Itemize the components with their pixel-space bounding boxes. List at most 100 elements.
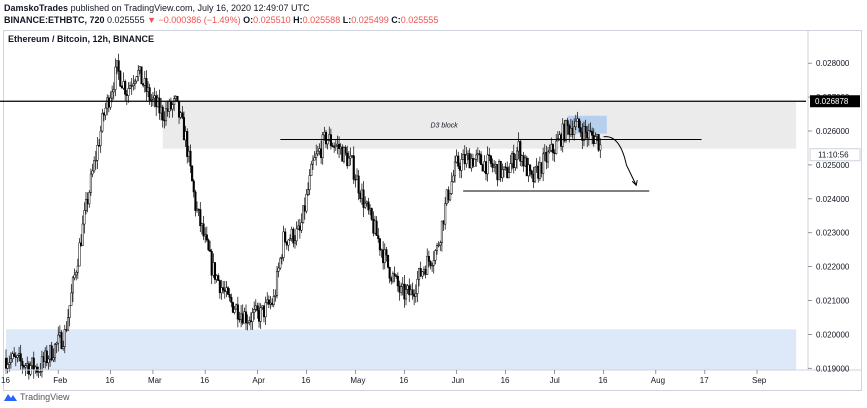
candle-body [24,365,27,368]
candle-body [40,356,43,372]
candle-body [212,262,215,276]
price-change: ▼ −0.000386 (−1.49%) [147,15,241,25]
candle-body [535,165,538,168]
candle-body [359,192,362,199]
candle-body [496,164,499,181]
candle-body [546,151,550,163]
candle-body [91,170,94,175]
candle-body [351,155,354,157]
x-tick-label: 17 [700,376,709,385]
candle-body [383,249,386,264]
candle-body [112,89,115,93]
candle-body [84,199,88,211]
candle-body [93,160,96,172]
candle-body [200,223,203,227]
x-tick-label: Sep [752,376,767,385]
candle-body [550,144,553,151]
candle-body [418,268,421,280]
candle-body [525,157,528,177]
candle-body [253,309,256,313]
x-tick-label: May [350,376,365,385]
candle-body [129,85,132,89]
candle-body [218,280,221,294]
candle-body [303,205,306,212]
candle-body [205,234,208,241]
candle-body [83,210,86,225]
candle-body [362,189,365,208]
candle-body [478,153,481,155]
candle-body [124,81,127,95]
low-value: 0.025499 [351,15,389,25]
candle-body [530,170,533,175]
candle-body [568,125,571,135]
candle-body [31,357,34,366]
candle-body [98,145,101,147]
candle-body [181,112,184,118]
candle-body [442,220,445,225]
candle-body [391,273,394,282]
candle-body [532,173,535,183]
candle-body [426,255,429,275]
candle-body [66,317,70,331]
zones-layer [6,101,797,370]
x-tick-label: Apr [252,376,265,385]
candle-body [32,357,35,371]
candle-body [243,311,246,324]
candle-body [9,358,12,363]
candle-body [404,289,408,300]
candle-body [515,150,519,160]
x-tick-label: 16 [301,376,310,385]
candle-body [120,85,123,89]
candle-body [148,87,151,101]
candle-body [169,101,172,110]
x-tick-label: Jun [452,376,465,385]
candle-body [73,274,76,279]
candle-body [347,157,350,167]
candle-body [132,83,135,86]
candle-body [493,165,496,168]
candle-body [447,189,450,201]
candle-body [306,189,310,195]
candle-body [138,66,141,71]
candle-body [27,363,30,375]
candle-body [452,175,455,182]
candle-body [512,152,515,168]
candle-body [60,332,63,349]
candle-body [377,235,380,239]
candle-body [163,119,166,122]
candle-body [395,275,398,277]
candle-body [364,202,367,208]
candle-body [282,231,285,258]
x-tick-label: 16 [105,376,114,385]
candle-body [409,289,412,296]
candle-body [589,130,592,132]
candle-body [57,334,60,344]
candle-body [78,242,81,267]
candle-body [292,228,295,244]
candle-body [504,166,507,169]
candle-body [533,166,537,183]
candle-body [158,97,161,114]
candle-body [597,134,600,151]
candle-body [316,150,319,155]
candle-body [595,134,599,137]
candle-body [150,99,153,101]
candle-body [558,134,561,140]
y-tick-label: 0.024000 [816,195,850,204]
candle-body [385,249,388,256]
candle-body [334,145,337,148]
candle-body [524,157,527,167]
countdown-tag [809,148,861,162]
candle-body [320,148,323,158]
candle-body [380,249,383,251]
candle-body [213,262,217,280]
candle-body [266,299,269,303]
y-tick-label: 0.019000 [816,364,850,373]
candle-body [161,106,164,121]
y-tick-label: 0.020000 [816,330,850,339]
candle-body [86,199,89,205]
candle-body [502,166,506,170]
candle-body [365,201,368,204]
candle-body [233,308,236,313]
